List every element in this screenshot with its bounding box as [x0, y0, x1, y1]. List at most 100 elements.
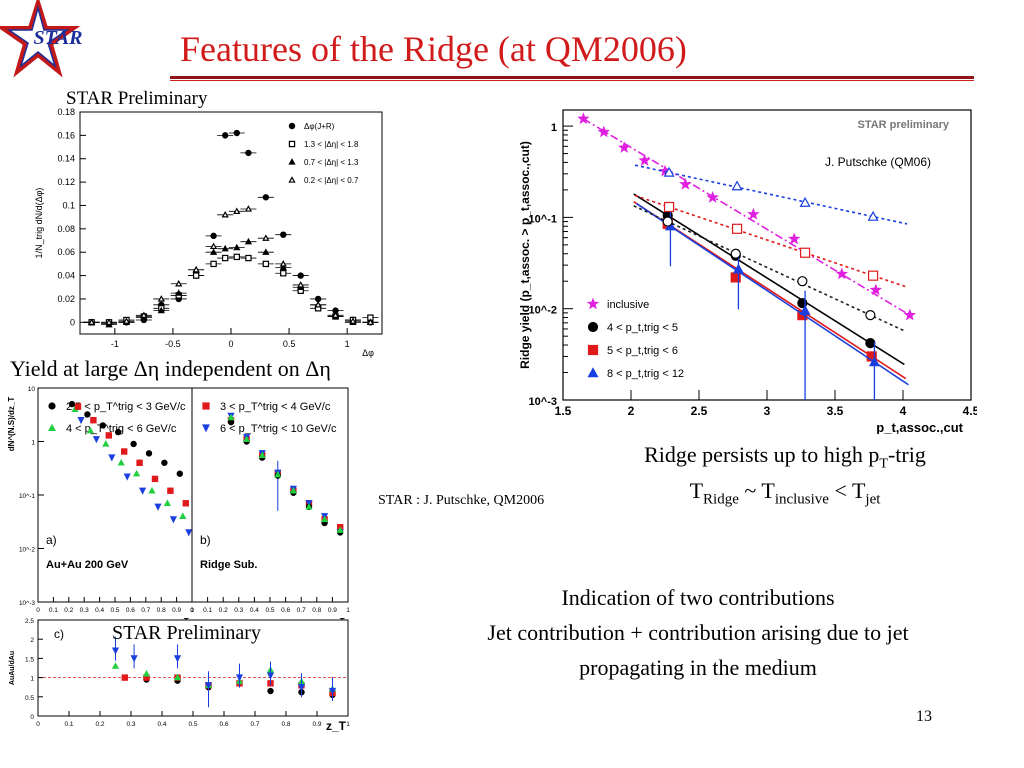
data-point: [209, 242, 218, 250]
x-tick-label: 3: [764, 404, 771, 418]
x-tick-label: 0.9: [172, 607, 181, 614]
x-tick-label: 0.2: [219, 607, 228, 614]
yield-caption: Yield at large Δη independent on Δη: [10, 356, 331, 382]
x-tick-label: 0.5: [188, 721, 197, 728]
x-tick-label: 0.8: [157, 607, 166, 614]
data-point: [123, 473, 131, 481]
y-tick-label: 10^-3: [529, 396, 557, 408]
ridge-statement-1b: -trig: [887, 442, 926, 467]
x-tick-label: 1: [346, 607, 350, 614]
data-point: [204, 682, 213, 690]
x-tick-label: 1.5: [555, 404, 572, 418]
data-point: [185, 529, 193, 537]
fit-line: [633, 193, 905, 366]
data-point: [161, 459, 168, 466]
ridge-statement-1a: Ridge persists up to high p: [644, 442, 880, 467]
data-point: [262, 234, 270, 241]
data-point: [835, 267, 848, 280]
data-point: [314, 295, 322, 303]
legend-marker: [47, 423, 57, 432]
panel-frame: [37, 387, 193, 603]
x-tick-label: 0: [228, 339, 233, 349]
panel-label: c): [54, 627, 64, 641]
data-point: [865, 310, 876, 321]
data-point: [233, 253, 241, 261]
x-tick-label: 0.7: [297, 607, 306, 614]
data-point: [274, 470, 282, 478]
data-point: [151, 475, 159, 483]
data-point: [221, 244, 229, 252]
y-tick-label: 0.18: [57, 107, 75, 117]
x-tick-label: 2.5: [691, 404, 708, 418]
x-tick-label: 0.7: [141, 607, 150, 614]
x-tick-label: 3.5: [827, 404, 844, 418]
ridge-t1: T: [689, 478, 704, 503]
y-axis-label-top: dN^(N.S)/dz_T: [7, 397, 16, 452]
data-point: [280, 270, 287, 277]
preliminary-label-1: STAR Preliminary: [66, 88, 208, 109]
data-point: [99, 422, 107, 429]
data-point: [175, 289, 183, 296]
data-point: [114, 428, 122, 436]
data-point: [192, 272, 200, 279]
panel-caption: Ridge Sub.: [200, 559, 257, 571]
data-point: [86, 426, 95, 434]
y-tick-label: 0.06: [57, 247, 75, 257]
x-axis-label: z_T: [326, 719, 347, 732]
x-tick-label: 0.5: [283, 339, 296, 349]
data-point: [297, 684, 306, 692]
x-tick-label: 0.1: [49, 607, 58, 614]
star-logo-text: STAR: [34, 27, 83, 49]
fit-line: [634, 164, 908, 225]
data-point: [210, 232, 217, 240]
data-point: [267, 687, 274, 695]
x-tick-label: 0.4: [157, 721, 166, 728]
data-point: [799, 247, 811, 258]
data-point: [597, 125, 610, 138]
dphi-chart: 0 0.02 0.04 0.06 0.08 0.1 0.12 0.14 0.16 0.18 -1 -0…: [34, 107, 383, 358]
data-point: [221, 132, 229, 139]
indication-line-2: Jet contribution + contribution arising …: [487, 620, 909, 645]
data-point: [297, 281, 305, 288]
data-point: [163, 499, 172, 506]
data-point: [108, 454, 116, 462]
legend-entry: 4 < p_t,trig < 5: [607, 322, 678, 334]
slide-title: Features of the Ridge (at QM2006): [180, 29, 687, 69]
data-point: [233, 207, 241, 214]
data-point: [279, 263, 287, 271]
data-point: [136, 459, 143, 466]
data-point: [349, 317, 357, 324]
data-point: [192, 265, 200, 273]
x-tick-label: 0.6: [126, 607, 135, 614]
legend-marker: [288, 122, 296, 130]
data-point: [730, 248, 741, 259]
data-point: [244, 205, 253, 212]
x-tick-label: -0.5: [165, 339, 181, 349]
fit-line: [635, 202, 909, 386]
x-tick-label: 1: [345, 339, 350, 349]
data-point: [797, 276, 808, 287]
data-point: [169, 516, 177, 524]
legend-marker: [202, 402, 210, 410]
y-tick-label: 0.5: [25, 695, 34, 702]
legend-marker: [587, 321, 599, 333]
y-tick-label: 0.04: [57, 271, 75, 281]
x-tick-label: 0.4: [250, 607, 259, 614]
data-point: [235, 674, 244, 682]
x-tick-label: 2: [628, 404, 635, 418]
star-logo-shape: [0, 0, 81, 78]
ridge-s1: Ridge: [703, 491, 739, 508]
x-tick-label: -1: [111, 339, 119, 349]
title-rule: [170, 76, 974, 79]
x-tick-label: 0.1: [64, 721, 73, 728]
x-tick-label: 0.1: [203, 607, 212, 614]
data-point: [111, 662, 120, 669]
data-point: [130, 655, 138, 663]
data-point: [148, 486, 156, 494]
data-point: [663, 166, 675, 177]
x-tick-label: 0.2: [95, 721, 104, 728]
data-point: [105, 432, 112, 439]
data-point: [799, 196, 811, 207]
data-point: [577, 112, 590, 125]
y-axis-label: 1/N_trig dN/d(Δφ): [34, 188, 44, 259]
